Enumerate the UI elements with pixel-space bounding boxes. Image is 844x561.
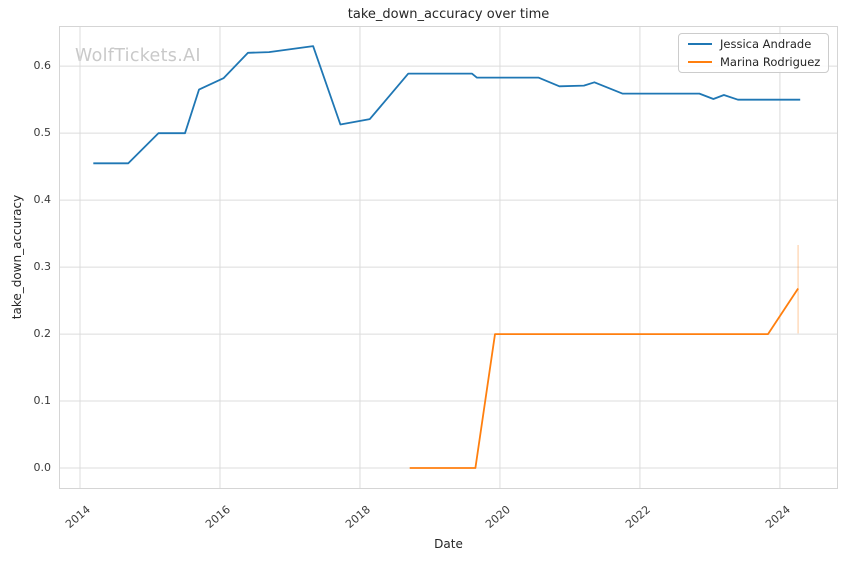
plot-border <box>59 26 838 489</box>
x-tick-label: 2020 <box>483 503 513 531</box>
legend-line-swatch <box>688 61 712 63</box>
y-tick-label: 0.4 <box>33 193 52 207</box>
x-tick-label: 2024 <box>763 503 793 531</box>
watermark: WolfTickets.AI <box>75 46 201 66</box>
x-axis-label: Date <box>434 537 463 551</box>
series-line-jessica-andrade <box>93 45 801 165</box>
legend-item-jessica-andrade: Jessica Andrade <box>679 37 828 51</box>
y-tick-label: 0.3 <box>33 260 52 274</box>
y-tick-label: 0.1 <box>33 394 52 408</box>
y-tick-label: 0.0 <box>33 461 52 475</box>
legend-item-marina-rodriguez: Marina Rodriguez <box>679 55 828 69</box>
x-tick-label: 2018 <box>343 503 373 531</box>
legend-label: Jessica Andrade <box>720 37 812 51</box>
y-tick-label: 0.2 <box>33 327 52 341</box>
x-tick-label: 2016 <box>203 503 233 531</box>
series-line-marina-rodriguez <box>409 288 799 469</box>
legend-line-swatch <box>688 43 712 45</box>
x-tick-label: 2022 <box>623 503 653 531</box>
y-tick-label: 0.6 <box>33 59 52 73</box>
chart-title: take_down_accuracy over time <box>347 7 550 22</box>
y-tick-label: 0.5 <box>33 126 52 140</box>
y-axis-label: take_down_accuracy <box>10 194 24 320</box>
x-tick-label: 2014 <box>63 503 93 531</box>
plot-area <box>59 26 838 489</box>
legend: Jessica Andrade Marina Rodriguez <box>678 33 829 73</box>
legend-label: Marina Rodriguez <box>720 55 821 69</box>
